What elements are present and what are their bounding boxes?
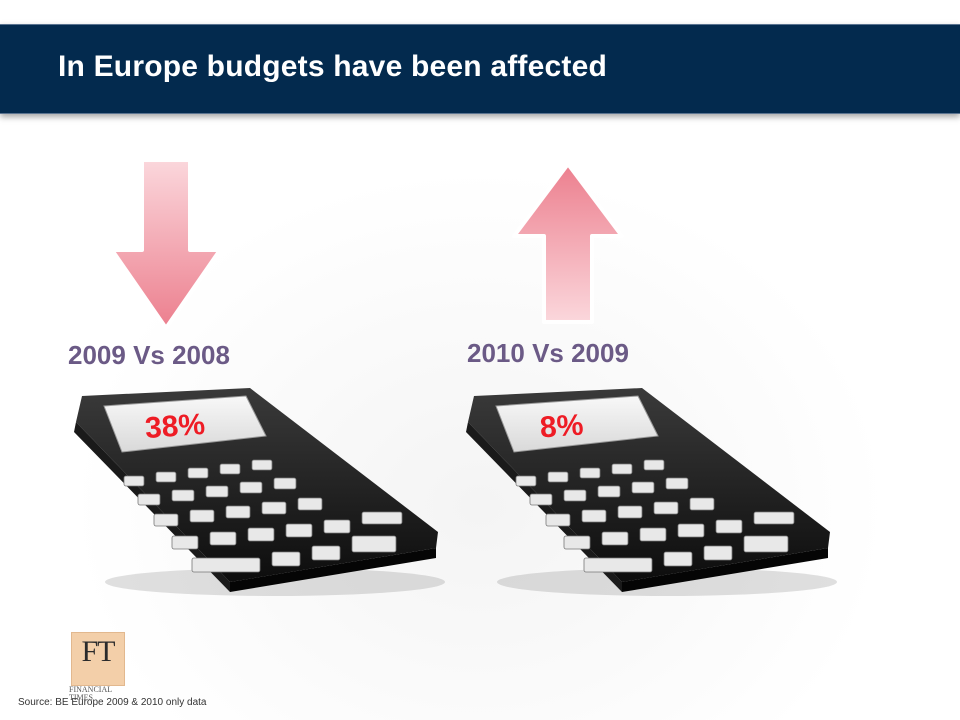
title-bar xyxy=(0,24,960,114)
ft-logo-line1: FINANCIAL xyxy=(69,685,113,694)
calculator-icon xyxy=(466,388,837,596)
up-arrow-icon xyxy=(512,162,624,324)
ft-logo-mark: FT xyxy=(81,635,115,668)
slide-title: In Europe budgets have been affected xyxy=(58,50,607,83)
percentage-value: 38% xyxy=(143,407,207,446)
ft-logo-text: FINANCIAL TIMES xyxy=(69,686,129,702)
ft-logo: FT xyxy=(71,632,125,686)
down-arrow-icon xyxy=(110,158,222,330)
calculator-icon xyxy=(74,388,445,596)
percentage-value: 8% xyxy=(538,408,585,445)
period-label: 2009 Vs 2008 xyxy=(68,340,230,370)
source-note: Source: BE Europe 2009 & 2010 only data xyxy=(18,697,207,708)
ft-logo-line2: TIMES xyxy=(69,693,93,702)
period-label: 2010 Vs 2009 xyxy=(467,338,629,368)
